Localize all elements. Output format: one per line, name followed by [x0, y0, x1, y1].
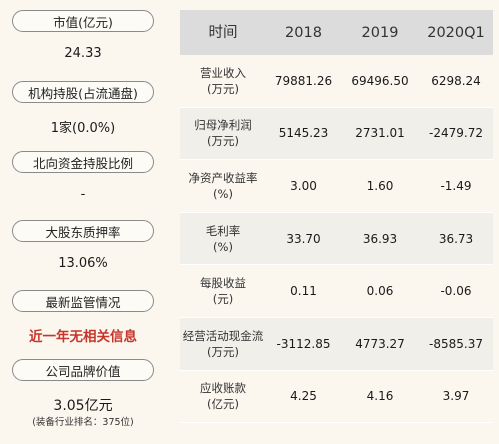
table-cell: -8585.37	[429, 336, 483, 351]
pledge-rate-value: 13.06%	[58, 256, 108, 271]
table-row: 应收账款 (亿元) 4.25 4.16 3.97	[180, 370, 493, 424]
northbound-holding-value: -	[80, 187, 86, 202]
table-row: 毛利率 (%) 33.70 36.93 36.73	[180, 212, 493, 266]
table-cell: 3.97	[442, 389, 470, 404]
institutional-holding-value: 1家(0.0%)	[50, 121, 116, 136]
pledge-rate-label: 大股东质押率	[12, 220, 154, 242]
table-cell: -1.49	[440, 178, 472, 193]
header-2020q1: 2020Q1	[427, 24, 485, 41]
brand-value-value: 3.05亿元	[53, 398, 113, 414]
northbound-holding-label: 北向资金持股比例	[12, 151, 154, 173]
brand-value-label: 公司品牌价值	[12, 359, 154, 381]
regulation-value: 近一年无相关信息	[29, 329, 137, 345]
header-time: 时间	[208, 24, 238, 41]
row-label: 经营活动现金流 (万元)	[182, 328, 264, 359]
table-cell: 69496.50	[351, 73, 409, 88]
table-cell: 0.11	[290, 284, 317, 299]
left-panel: 市值(亿元) 24.33 机构持股(占流通盘) 1家(0.0%) 北向资金持股比…	[0, 0, 170, 444]
row-label: 毛利率 (%)	[205, 223, 241, 254]
institutional-holding-label: 机构持股(占流通盘)	[12, 81, 154, 103]
regulation-label: 最新监管情况	[12, 290, 154, 312]
table-row: 净资产收益率 (%) 3.00 1.60 -1.49	[180, 160, 493, 213]
table-cell: 2731.01	[355, 126, 405, 141]
row-label: 归母净利润 (万元)	[194, 118, 252, 149]
table-cell: -3112.85	[276, 336, 331, 351]
table-cell: 33.70	[286, 231, 321, 246]
table-row: 归母净利润 (万元) 5145.23 2731.01 -2479.72	[180, 107, 493, 161]
row-label: 营业收入 (万元)	[200, 65, 246, 96]
table-header: 时间 2018 2019 2020Q1	[180, 10, 493, 55]
table-cell: 4.16	[366, 389, 394, 404]
table-row: 每股收益 (元) 0.11 0.06 -0.06	[180, 265, 493, 318]
table-cell: 4.25	[290, 389, 317, 404]
table-cell: 3.00	[290, 178, 317, 193]
row-label: 应收账款 (亿元)	[200, 381, 246, 412]
header-2019: 2019	[361, 24, 399, 41]
table-cell: 36.73	[438, 231, 474, 246]
row-label: 净资产收益率 (%)	[188, 170, 258, 201]
table-row: 营业收入 (万元) 79881.26 69496.50 6298.24	[180, 55, 493, 108]
table-cell: 1.60	[366, 178, 394, 193]
table-cell: 0.06	[366, 284, 394, 299]
row-label: 每股收益 (元)	[200, 276, 246, 307]
market-cap-label: 市值(亿元)	[12, 10, 154, 32]
table-cell: 79881.26	[274, 73, 333, 88]
table-cell: 6298.24	[431, 73, 481, 88]
table-cell: -2479.72	[429, 126, 483, 141]
table-cell: 5145.23	[278, 126, 329, 141]
financial-table: 时间 2018 2019 2020Q1 营业收入 (万元) 79881.26 69…	[180, 10, 493, 424]
table-cell: 36.93	[362, 231, 398, 246]
table-row: 经营活动现金流 (万元) -3112.85 4773.27 -8585.37	[180, 317, 493, 371]
table-cell: -0.06	[440, 284, 472, 299]
table-cell: 4773.27	[355, 336, 405, 351]
header-2018: 2018	[285, 24, 322, 41]
market-cap-value: 24.33	[64, 46, 102, 61]
brand-rank-note: (装备行业排名：375位)	[32, 417, 134, 428]
